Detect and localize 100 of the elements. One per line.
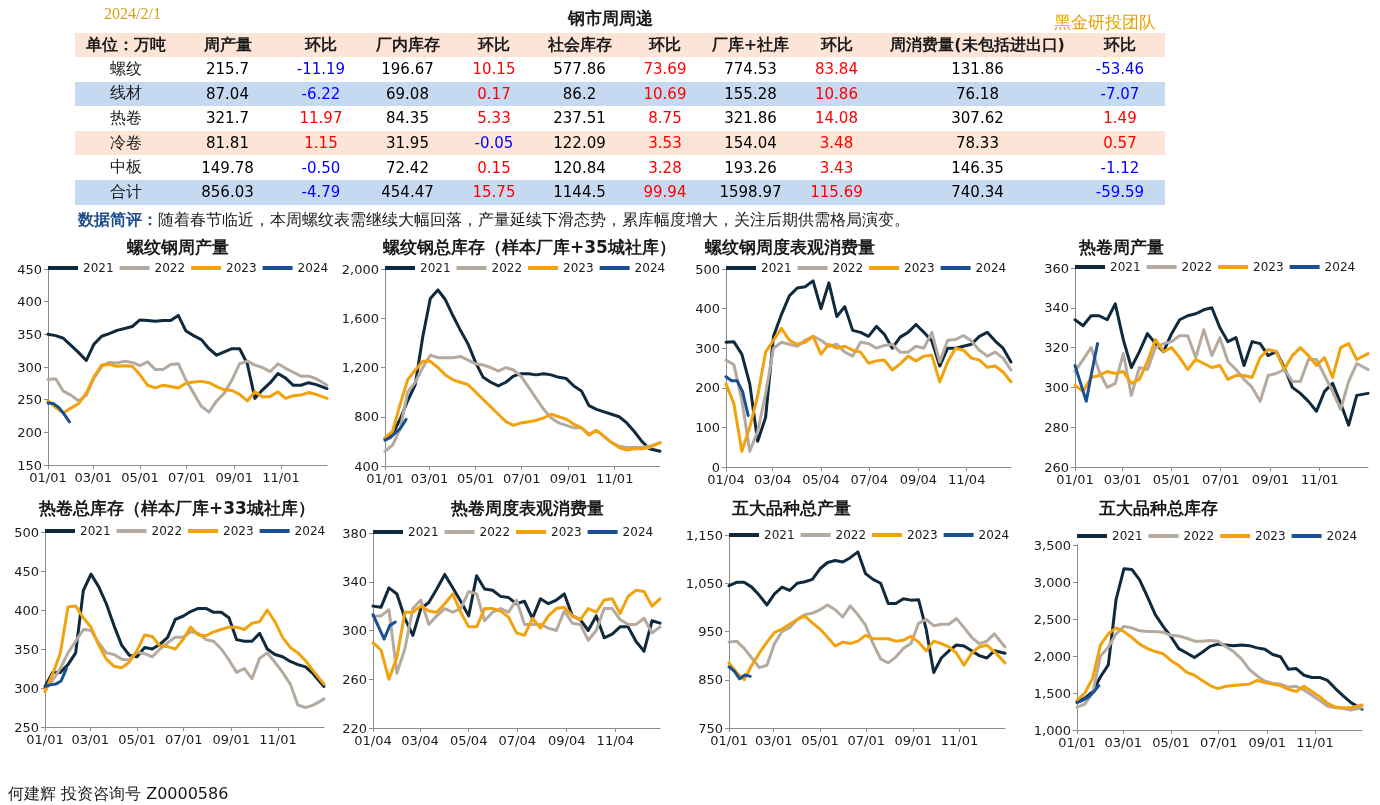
x-tick-label: 03/01 <box>1103 472 1142 487</box>
data-label: 87.04 <box>206 84 249 103</box>
x-tick-label: 09/01 <box>1248 735 1286 750</box>
y-tick-label: 380 <box>342 525 367 541</box>
y-tick-label: 450 <box>17 261 42 277</box>
legend-label: 2023 <box>563 261 594 275</box>
data-label: 1598.97 <box>719 183 782 202</box>
line-series <box>727 603 1007 670</box>
text: 何建辉 投资咨询号 Z0000586 <box>8 784 229 805</box>
x-tick-label: 01/01 <box>366 471 404 486</box>
x-tick-label: 09/04 <box>547 733 586 748</box>
data-label: 14.08 <box>815 109 858 128</box>
data-label: 99.94 <box>643 183 687 202</box>
line-series <box>383 417 408 442</box>
data-label: 146.35 <box>951 158 1004 177</box>
chart-title: 热卷总库存（样本厂库+33城社库） <box>38 497 315 518</box>
data-label: 10.69 <box>643 84 687 103</box>
legend-label: 周消费量(未包括进出口) <box>890 34 1065 54</box>
text: 环比 <box>305 34 337 54</box>
data-label: 321.86 <box>724 109 777 128</box>
legend-label: 2024 <box>1324 260 1356 274</box>
legend-label: 2024 <box>622 525 654 539</box>
data-label: 84.35 <box>386 109 429 128</box>
x-tick-label: 09/04 <box>899 472 938 487</box>
legend-label: 2021 <box>80 524 111 538</box>
x-tick-label: 01/01 <box>26 732 64 747</box>
y-tick-label: 3,500 <box>1033 537 1071 553</box>
x-tick-label: 05/01 <box>121 470 159 485</box>
chart-title: 热卷周产量 <box>1078 236 1164 257</box>
data-label: -4.79 <box>301 183 341 202</box>
data-label: 856.03 <box>201 183 254 202</box>
data-label: -59.59 <box>1095 183 1145 202</box>
data-label: 31.95 <box>386 134 429 153</box>
data-label: 10.15 <box>472 60 516 79</box>
text: 环比 <box>1104 34 1136 54</box>
data-label: -7.07 <box>1100 84 1140 103</box>
data-label: -1.12 <box>1100 158 1140 177</box>
chart-title: 螺纹钢周产量 <box>126 236 229 257</box>
x-tick-label: 01/04 <box>354 733 392 748</box>
legend-label: 2021 <box>761 261 792 275</box>
data-label: 3.43 <box>819 158 854 177</box>
data-label: 122.09 <box>553 134 606 153</box>
legend-label: 2024 <box>634 261 666 275</box>
y-tick-label: 340 <box>342 574 367 590</box>
legend-label: 2024 <box>294 524 326 538</box>
legend-label: 2022 <box>1183 529 1215 543</box>
y-tick-label: 150 <box>17 457 42 473</box>
category-label: 合计 <box>110 181 142 201</box>
y-tick-label: 950 <box>698 624 723 639</box>
data-label: 154.04 <box>724 134 777 153</box>
chart-title: 螺纹钢总库存（样本厂库+35城社库） <box>382 236 676 257</box>
data-label: -53.46 <box>1095 60 1145 79</box>
data-label: 3.48 <box>819 134 854 153</box>
y-tick-label: 250 <box>14 719 39 735</box>
y-tick-label: 200 <box>695 380 720 396</box>
data-label: 11.97 <box>299 109 343 128</box>
data-label: 5.33 <box>477 109 511 128</box>
y-tick-label: 250 <box>17 392 42 408</box>
y-tick-label: 1,000 <box>1033 722 1071 738</box>
x-tick-label: 05/04 <box>802 472 840 487</box>
category-label: 热卷 <box>110 107 142 127</box>
y-tick-label: 300 <box>342 623 367 638</box>
data-label: 237.51 <box>553 109 606 128</box>
text: 数据简评：随着春节临近，本周螺纹表需继续大幅回落，产量延续下滑态势，累库幅度增大，关注后期供需格局演变。 <box>78 210 910 229</box>
y-tick-label: 200 <box>17 424 42 440</box>
text: 钢市周周递 <box>567 8 653 28</box>
data-label: 115.69 <box>810 183 863 202</box>
data-label: 155.28 <box>724 84 777 103</box>
x-tick-label: 01/04 <box>707 472 745 487</box>
y-tick-label: 400 <box>354 458 379 474</box>
y-tick-label: 260 <box>342 671 367 687</box>
line-series <box>1073 338 1370 393</box>
legend-label: 2021 <box>1110 260 1141 274</box>
legend-label: 2022 <box>832 261 864 275</box>
data-label: 78.33 <box>956 134 999 153</box>
category-label: 螺纹 <box>110 58 142 78</box>
y-tick-label: 220 <box>342 720 367 736</box>
category-label: 冷卷 <box>110 132 142 152</box>
legend-label: 2024 <box>978 528 1010 542</box>
x-tick-label: 11/01 <box>1300 472 1339 487</box>
y-tick-label: 1,600 <box>341 310 379 326</box>
data-label: 215.7 <box>206 60 249 79</box>
x-tick-label: 03/04 <box>753 472 792 487</box>
category-label: 中板 <box>110 157 142 177</box>
x-tick-label: 07/04 <box>498 733 537 748</box>
data-label: 454.47 <box>381 183 434 202</box>
y-tick-label: 360 <box>1044 260 1069 276</box>
legend-label: 2023 <box>226 261 257 275</box>
data-label: 8.75 <box>648 109 682 128</box>
line-series <box>43 572 326 688</box>
x-tick-label: 01/01 <box>29 470 67 485</box>
data-label: 83.84 <box>815 60 858 79</box>
y-tick-label: 400 <box>17 294 42 310</box>
chart-title: 螺纹钢周度表观消费量 <box>704 236 875 257</box>
x-tick-label: 07/01 <box>1199 735 1238 750</box>
y-tick-label: 1,200 <box>341 360 379 375</box>
legend-label: 2021 <box>764 528 795 542</box>
legend-label: 2022 <box>154 261 186 275</box>
legend-label: 厂库+社库 <box>711 34 790 54</box>
legend-label: 2021 <box>83 261 114 275</box>
